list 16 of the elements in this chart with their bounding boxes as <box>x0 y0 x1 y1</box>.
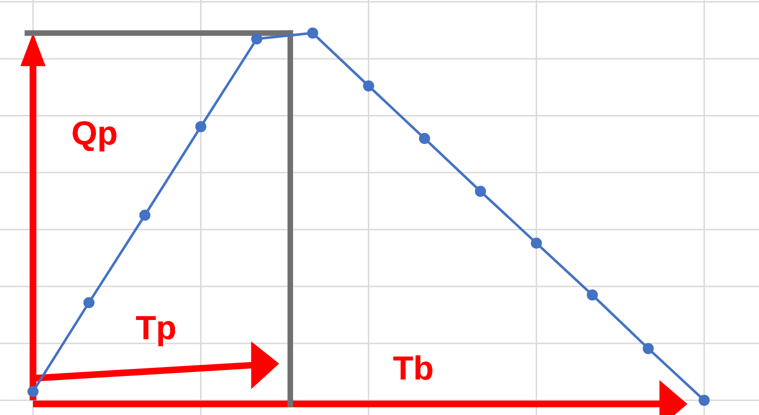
point <box>83 297 94 308</box>
point <box>530 238 542 249</box>
annotation: Qp <box>72 121 116 152</box>
point <box>139 210 150 221</box>
point <box>363 80 374 92</box>
point <box>307 27 318 39</box>
point <box>251 33 262 44</box>
point <box>698 394 710 406</box>
point <box>474 186 486 197</box>
point <box>195 121 206 132</box>
point <box>586 289 598 300</box>
point <box>27 386 39 398</box>
point <box>418 132 430 144</box>
annotation: Tp <box>136 316 176 346</box>
point <box>642 342 654 354</box>
annotation: Tb <box>393 355 432 380</box>
